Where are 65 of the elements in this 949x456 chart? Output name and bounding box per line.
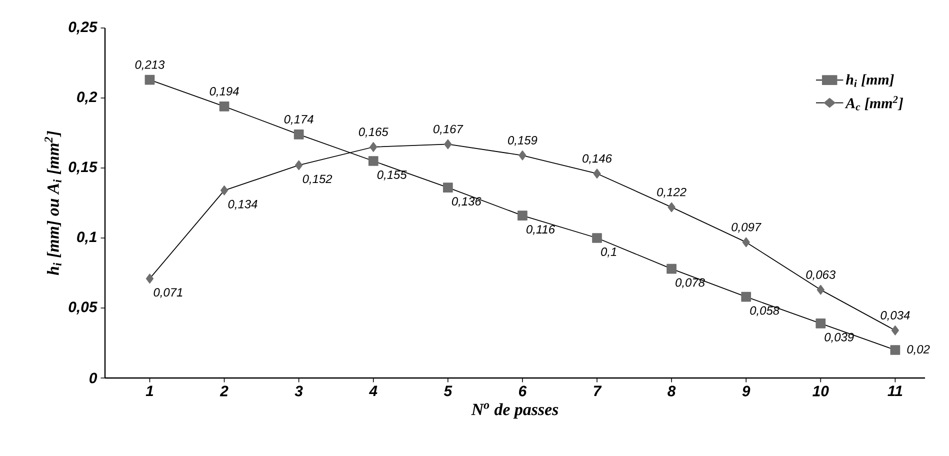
legend-label: h$_{i}$ [mm] xyxy=(846,74,894,87)
point xyxy=(816,284,824,295)
y-tick-label: 0,25 xyxy=(68,22,98,34)
data-label: 0,02 xyxy=(907,345,930,355)
data-label: 0,122 xyxy=(657,188,686,198)
point xyxy=(220,185,228,196)
point xyxy=(146,274,154,284)
x-axis-title: N$^{o}$ de passes xyxy=(471,403,558,419)
point xyxy=(890,345,900,355)
data-label: 0,034 xyxy=(880,311,910,321)
point xyxy=(518,150,526,160)
x-tick-label: 1 xyxy=(146,386,154,396)
y-tick-label: 0 xyxy=(90,372,98,384)
point xyxy=(741,292,752,302)
point xyxy=(442,182,453,193)
point xyxy=(816,318,826,328)
data-label: 0,097 xyxy=(732,222,762,233)
point xyxy=(742,237,750,248)
x-tick-label: 3 xyxy=(294,386,303,396)
y-tick-label: 0,05 xyxy=(68,302,98,314)
x-tick-label: 6 xyxy=(518,386,527,396)
point xyxy=(368,156,378,166)
point xyxy=(370,142,378,152)
data-label: 0,134 xyxy=(228,200,258,210)
point xyxy=(666,264,676,274)
point xyxy=(593,168,601,179)
data-label: 0,071 xyxy=(154,288,182,298)
point xyxy=(444,139,452,150)
x-tick-label: 4 xyxy=(368,386,378,396)
data-label: 0,167 xyxy=(433,124,464,135)
data-label: 0,078 xyxy=(676,278,705,288)
point xyxy=(668,202,676,212)
data-label: 0,155 xyxy=(377,170,407,180)
data-label: 0,116 xyxy=(526,225,555,235)
data-label: 0,174 xyxy=(284,115,314,125)
x-tick-label: 9 xyxy=(742,386,750,396)
data-label: 0,152 xyxy=(302,174,332,185)
x-tick-label: 7 xyxy=(594,386,602,396)
x-tick-label: 2 xyxy=(220,386,228,396)
x-tick-label: 11 xyxy=(888,386,902,396)
y-axis-title: h$_{i}$ [mm] ou A$_{i}$ [mm$^{2}$] xyxy=(44,131,62,276)
data-label: 0,058 xyxy=(750,306,780,316)
data-label: 0,165 xyxy=(358,128,388,138)
data-label: 0,194 xyxy=(210,87,239,97)
point xyxy=(144,74,155,85)
data-label: 0,213 xyxy=(135,60,165,70)
y-tick-label: 0,1 xyxy=(77,232,96,244)
data-label: 0,1 xyxy=(601,248,616,258)
data-label: 0,063 xyxy=(806,270,836,280)
point xyxy=(518,210,528,221)
point xyxy=(294,129,304,140)
point xyxy=(592,233,602,243)
x-tick-label: 10 xyxy=(812,386,829,396)
x-tick-label: 8 xyxy=(668,386,676,396)
point xyxy=(219,101,230,112)
data-label: 0,159 xyxy=(508,136,538,146)
x-tick-label: 5 xyxy=(444,386,452,396)
data-label: 0,136 xyxy=(452,197,482,207)
y-tick-label: 0,2 xyxy=(77,92,98,104)
legend-label: A$_{c}$ [mm$^{2}$] xyxy=(844,96,904,110)
y-tick-label: 0,15 xyxy=(68,162,98,174)
point xyxy=(891,325,900,336)
data-label: 0,039 xyxy=(824,332,854,343)
point xyxy=(295,160,303,170)
data-label: 0,146 xyxy=(582,154,612,164)
